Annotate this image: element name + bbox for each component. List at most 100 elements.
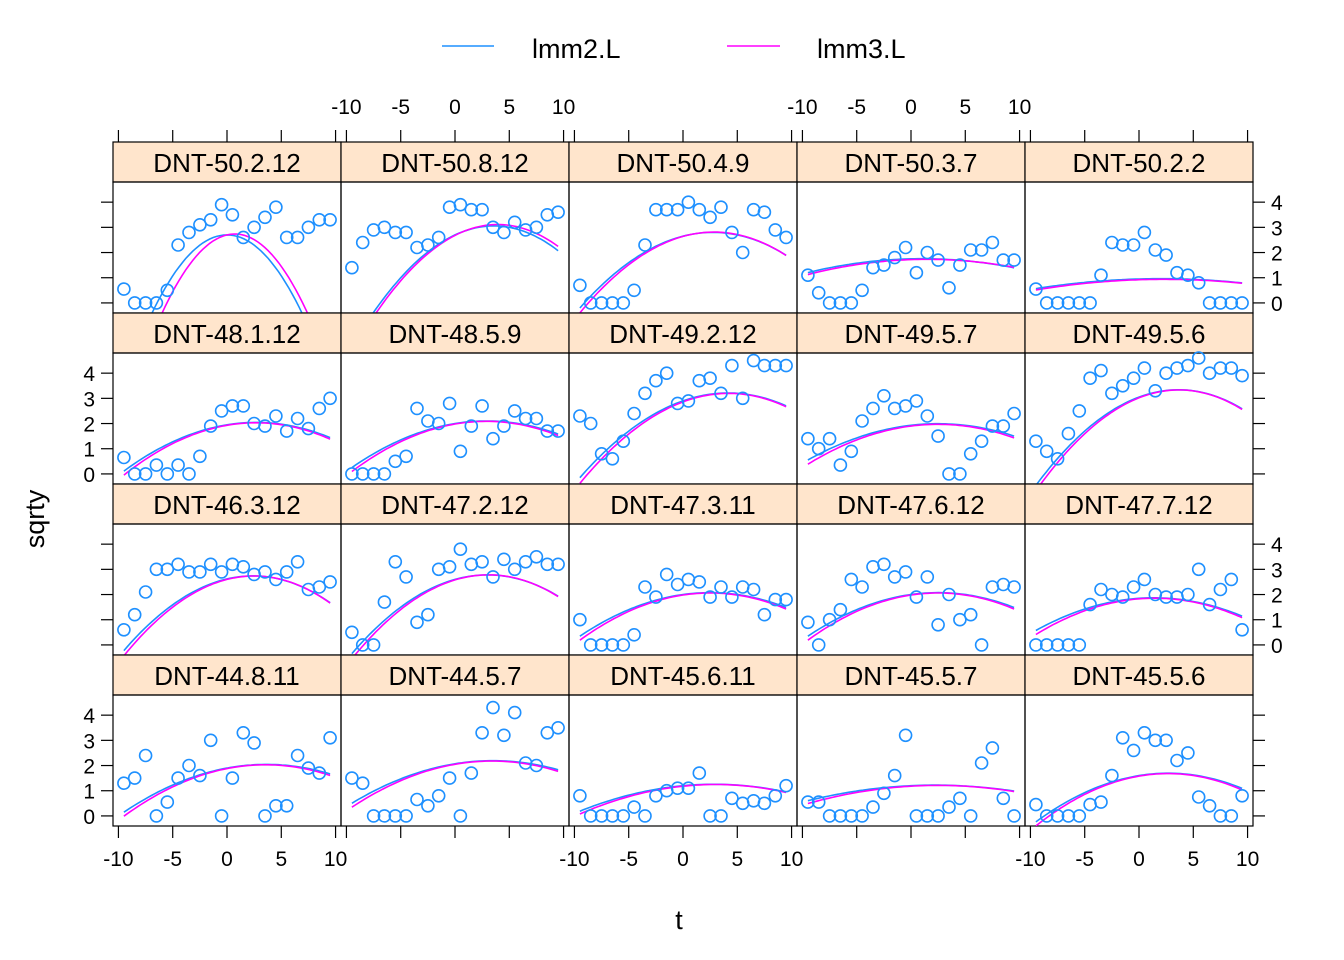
fit-curve-lmm3 — [579, 592, 787, 641]
data-point — [844, 809, 859, 823]
data-point — [942, 587, 956, 602]
panel-DNT-50.8.12: DNT-50.8.12 -10 -5 0 5 10 — [331, 96, 575, 314]
panel-DNT-44.5.7: DNT-44.5.7 — [340, 654, 570, 838]
data-point — [898, 399, 913, 413]
data-point — [464, 557, 479, 572]
data-point — [464, 766, 479, 780]
data-point — [355, 776, 370, 791]
data-point — [594, 809, 609, 823]
data-point — [909, 809, 924, 823]
data-point — [518, 554, 533, 569]
panel-DNT-50.4.9: DNT-50.4.9 — [568, 130, 798, 314]
data-point — [811, 638, 826, 652]
data-point — [725, 590, 739, 604]
data-point — [627, 627, 641, 642]
data-point — [681, 195, 696, 209]
data-point — [1126, 238, 1141, 252]
data-point — [214, 404, 229, 418]
panel-DNT-49.2.12: DNT-49.2.12 — [568, 312, 798, 485]
data-point — [290, 411, 305, 426]
y-tick-label: 2 — [83, 756, 95, 779]
data-point — [475, 202, 489, 217]
fit-curve-lmm3 — [807, 784, 1015, 805]
data-point — [377, 467, 392, 481]
data-point — [725, 358, 739, 373]
strip-label: DNT-50.2.12 — [153, 148, 300, 178]
data-point — [779, 230, 793, 245]
x-tick-label: 5 — [959, 96, 971, 119]
data-point — [399, 225, 413, 240]
data-point — [290, 230, 305, 245]
data-point — [649, 202, 663, 217]
strip-label: DNT-49.2.12 — [609, 319, 756, 349]
data-point — [214, 565, 229, 579]
data-point — [811, 795, 826, 809]
data-point — [1050, 451, 1065, 466]
fit-curve-lmm2 — [1035, 389, 1243, 484]
data-point — [866, 800, 880, 814]
y-tick-label: 4 — [83, 363, 95, 386]
data-point — [1094, 363, 1108, 378]
data-point — [399, 809, 413, 823]
data-point — [573, 788, 587, 803]
panel-DNT-48.5.9: DNT-48.5.9 — [340, 312, 570, 485]
data-point — [1115, 238, 1130, 252]
fit-curve-lmm2 — [351, 420, 559, 469]
data-point — [768, 788, 783, 803]
data-point — [355, 235, 370, 250]
data-point — [931, 253, 945, 267]
data-point — [605, 809, 620, 823]
strip-bg — [112, 654, 342, 696]
y-tick-label: 0 — [1271, 635, 1283, 658]
panel-frame — [796, 523, 1026, 656]
data-point — [323, 730, 337, 745]
data-point — [681, 781, 696, 796]
data-point — [279, 424, 294, 438]
data-point — [605, 451, 620, 466]
data-point — [247, 220, 261, 235]
data-point — [203, 213, 218, 227]
y-tick-label: 4 — [83, 705, 95, 728]
data-point — [431, 230, 446, 245]
panel-frame — [796, 694, 1026, 827]
panel-DNT-45.5.7: DNT-45.5.7 — [796, 654, 1026, 838]
data-point — [1094, 268, 1108, 283]
strip-bg — [112, 483, 342, 525]
data-point — [985, 419, 1000, 433]
data-point — [497, 552, 511, 567]
fit-curve-lmm2 — [351, 574, 559, 655]
fit-curve-lmm3 — [161, 233, 309, 313]
y-tick-label: 3 — [1271, 217, 1283, 240]
data-point — [616, 809, 631, 823]
data-point — [193, 449, 207, 464]
data-point — [670, 202, 685, 217]
data-point — [497, 728, 511, 743]
y-tick-label: 3 — [83, 388, 95, 411]
data-point — [898, 240, 913, 255]
data-point — [627, 406, 641, 421]
y-tick-label: 2 — [1271, 585, 1283, 608]
data-point — [909, 394, 924, 408]
y-tick-label: 1 — [83, 781, 95, 804]
data-point — [149, 458, 164, 472]
data-point — [605, 638, 620, 652]
data-point — [551, 720, 565, 735]
data-point — [594, 638, 609, 652]
data-point — [1148, 243, 1163, 257]
data-point — [1202, 296, 1217, 310]
data-point — [822, 296, 837, 310]
data-point — [290, 554, 305, 569]
data-point — [127, 296, 142, 310]
data-point — [779, 592, 793, 607]
strip-label: DNT-47.3.11 — [610, 490, 755, 520]
data-point — [453, 197, 468, 212]
fit-curve-lmm3 — [1035, 597, 1243, 636]
data-point — [1115, 378, 1130, 393]
data-point — [779, 358, 793, 373]
strip-bg — [1024, 483, 1254, 525]
data-point — [421, 238, 435, 252]
data-point — [1170, 361, 1184, 375]
data-point — [942, 467, 956, 481]
data-point — [638, 809, 652, 823]
